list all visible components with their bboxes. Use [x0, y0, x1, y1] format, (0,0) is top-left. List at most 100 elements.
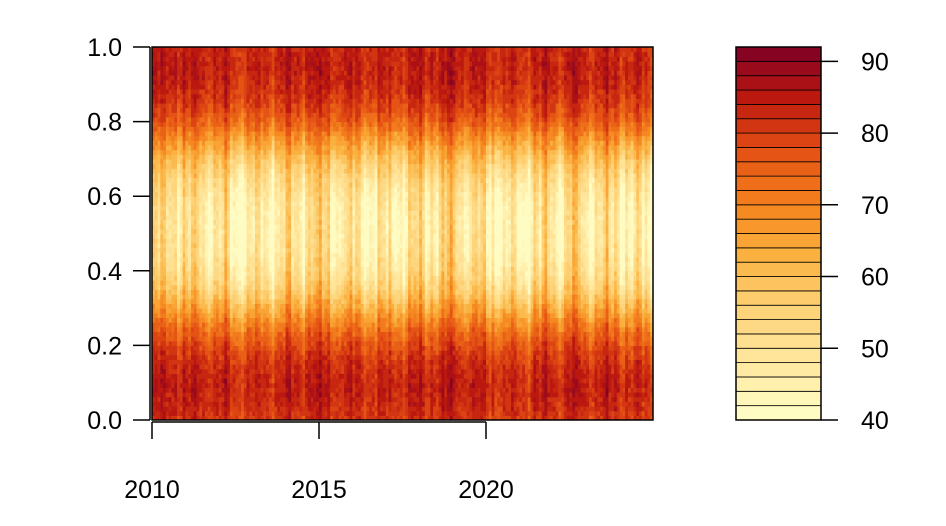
heatmap-cell	[207, 149, 212, 155]
heatmap-cell	[213, 406, 217, 412]
heatmap-cell	[179, 396, 184, 402]
heatmap-cell	[185, 350, 189, 356]
heatmap-cell	[179, 270, 184, 277]
heatmap-cell	[163, 294, 167, 300]
heatmap-cell	[196, 308, 200, 314]
heatmap-cell	[218, 373, 223, 379]
heatmap-cell	[177, 406, 181, 412]
heatmap-cell	[216, 88, 220, 95]
heatmap-cell	[210, 350, 214, 356]
heatmap-cell	[174, 392, 178, 398]
heatmap-cell	[174, 303, 178, 309]
heatmap-cell	[165, 84, 170, 90]
heatmap-cell	[204, 331, 209, 337]
heatmap-cell	[190, 88, 195, 95]
heatmap-cell	[182, 196, 186, 202]
heatmap-cell	[199, 191, 203, 197]
heatmap-cell	[210, 266, 214, 272]
heatmap-cell	[157, 350, 161, 356]
heatmap-cell	[168, 158, 173, 165]
heatmap-cell	[188, 224, 192, 230]
heatmap-cell	[190, 392, 195, 398]
heatmap-cell	[221, 378, 225, 384]
heatmap-cell	[154, 359, 159, 365]
heatmap-cell	[171, 135, 175, 141]
heatmap-cell	[179, 289, 184, 295]
heatmap-cell	[210, 200, 214, 207]
heatmap-cell	[174, 84, 178, 90]
heatmap-cell	[210, 401, 214, 407]
heatmap-cell	[160, 84, 164, 90]
heatmap-cell	[174, 121, 178, 127]
heatmap-cell	[157, 261, 161, 267]
heatmap-cell	[210, 233, 214, 239]
heatmap-cell	[177, 214, 181, 221]
heatmap-cell	[160, 112, 164, 118]
heatmap-cell	[207, 102, 212, 109]
heatmap-cell	[152, 65, 156, 71]
heatmap-cell	[190, 56, 195, 62]
heatmap-cell	[152, 322, 156, 328]
heatmap-cell	[196, 172, 200, 179]
heatmap-cell	[224, 308, 228, 314]
heatmap-cell	[210, 154, 214, 160]
heatmap-cell	[163, 289, 167, 295]
heatmap-cell	[210, 172, 214, 179]
heatmap-cell	[202, 326, 206, 333]
heatmap-cell	[216, 275, 220, 281]
heatmap-cell	[157, 396, 161, 402]
heatmap-cell	[152, 317, 156, 323]
heatmap-cell	[157, 74, 161, 81]
heatmap-cell	[182, 130, 186, 137]
heatmap-cell	[165, 144, 170, 151]
heatmap-cell	[157, 158, 161, 165]
heatmap-cell	[196, 214, 200, 221]
heatmap-cell	[190, 60, 195, 67]
heatmap-cell	[177, 210, 181, 216]
heatmap-cell	[218, 186, 223, 193]
heatmap-cell	[157, 382, 161, 388]
heatmap-cell	[157, 294, 161, 300]
heatmap-cell	[185, 205, 189, 211]
heatmap-cell	[218, 182, 223, 188]
heatmap-cell	[204, 214, 209, 221]
heatmap-cell	[152, 359, 156, 365]
heatmap-cell	[154, 228, 159, 235]
heatmap-cell	[165, 317, 170, 323]
heatmap-cell	[218, 410, 223, 416]
heatmap-cell	[202, 322, 206, 328]
heatmap-cell	[224, 340, 228, 346]
heatmap-cell	[218, 144, 223, 151]
heatmap-cell	[193, 387, 198, 393]
heatmap-cell	[202, 102, 206, 109]
heatmap-cell	[179, 93, 184, 99]
heatmap-cell	[157, 102, 161, 109]
heatmap-cell	[199, 214, 203, 221]
heatmap-cell	[185, 144, 189, 151]
heatmap-cell	[196, 252, 200, 258]
heatmap-cell	[160, 308, 164, 314]
heatmap-cell	[218, 331, 223, 337]
heatmap-cell	[207, 144, 212, 151]
heatmap-cell	[193, 308, 198, 314]
heatmap-cell	[185, 345, 189, 351]
heatmap-cell	[157, 70, 161, 76]
heatmap-cell	[165, 298, 170, 305]
heatmap-cell	[221, 182, 225, 188]
heatmap-cell	[160, 280, 164, 286]
heatmap-cell	[190, 65, 195, 71]
heatmap-cell	[171, 172, 175, 179]
heatmap-cell	[207, 154, 212, 160]
heatmap-cell	[177, 135, 181, 141]
heatmap-cell	[207, 84, 212, 90]
heatmap-cell	[210, 186, 214, 193]
heatmap-cell	[163, 135, 167, 141]
heatmap-cell	[216, 130, 220, 137]
heatmap-cell	[154, 182, 159, 188]
heatmap-cell	[168, 177, 173, 183]
heatmap-cell	[182, 163, 186, 169]
heatmap-cell	[168, 331, 173, 337]
heatmap-cell	[210, 308, 214, 314]
heatmap-cell	[213, 233, 217, 239]
heatmap-cell	[154, 191, 159, 197]
